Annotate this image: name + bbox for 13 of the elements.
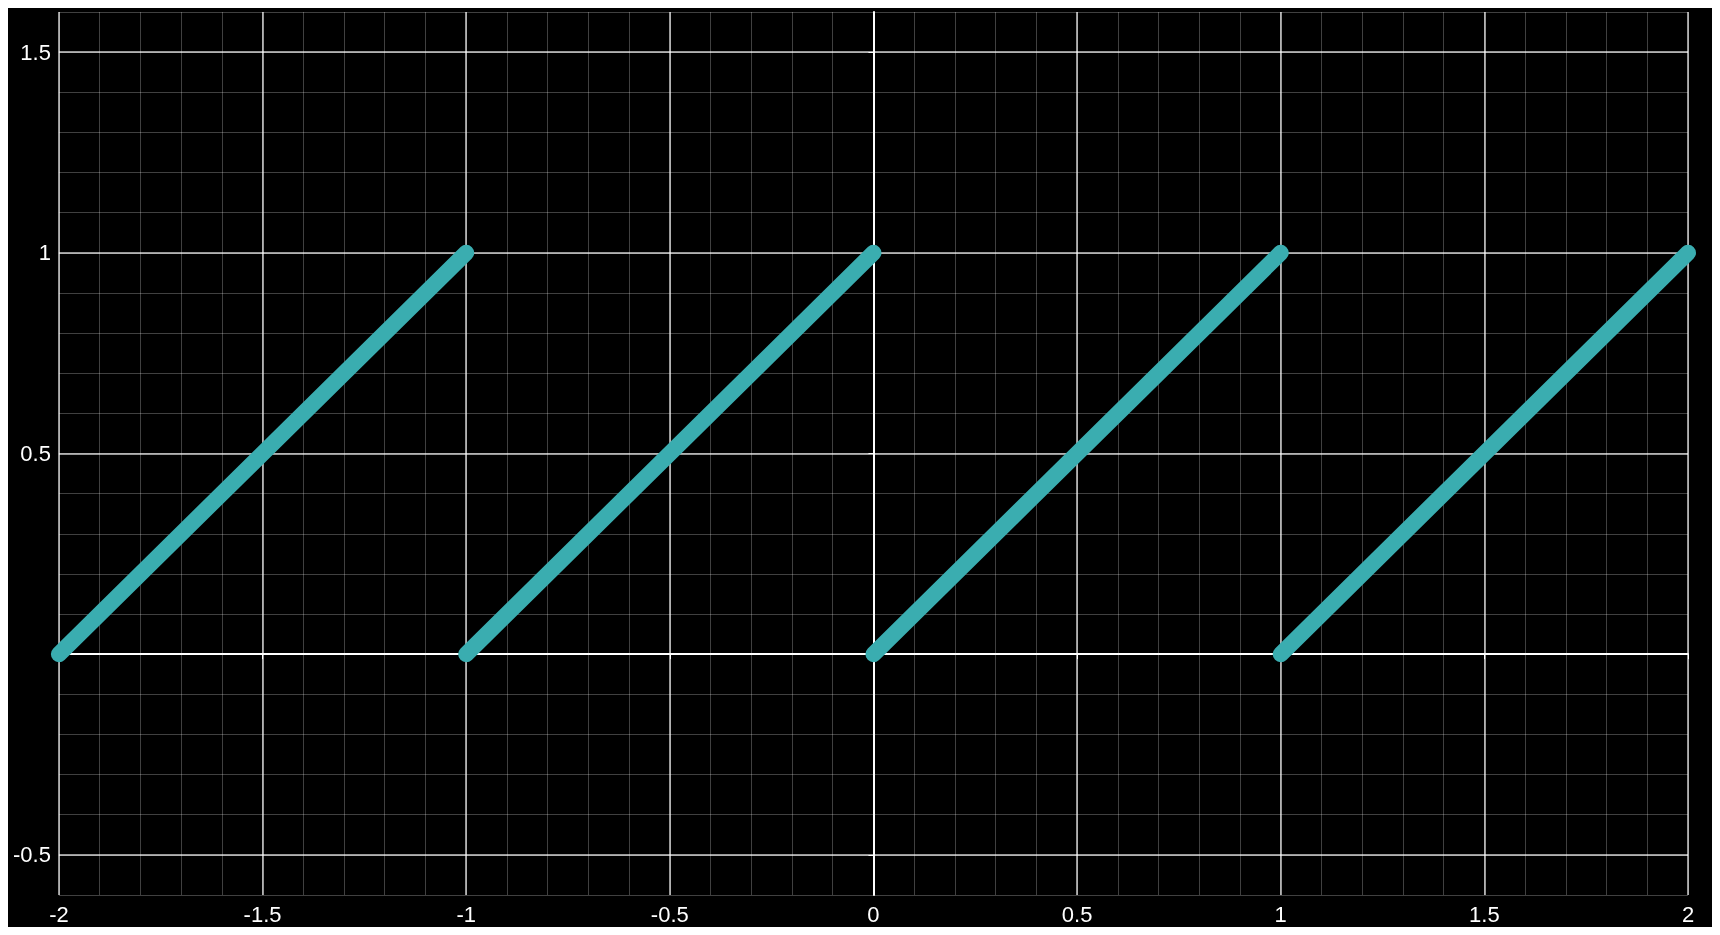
x-tick-label: -0.5 xyxy=(650,901,689,927)
y-tick-label: 1.5 xyxy=(20,39,51,65)
x-tick-label: 2 xyxy=(1681,901,1695,927)
x-tick-label: 1.5 xyxy=(1469,901,1500,927)
x-tick-label: 0 xyxy=(867,901,880,927)
x-tick-label: 1 xyxy=(1274,901,1287,927)
x-tick-label: -1 xyxy=(456,901,476,927)
x-tick-label: -1.5 xyxy=(243,901,282,927)
x-tick-label: 0.5 xyxy=(1061,901,1093,927)
y-tick-label: 1 xyxy=(38,240,51,266)
y-tick-label: 0.5 xyxy=(20,441,51,466)
y-tick-label: -0.5 xyxy=(12,842,51,868)
x-tick-label: -2 xyxy=(49,901,69,927)
